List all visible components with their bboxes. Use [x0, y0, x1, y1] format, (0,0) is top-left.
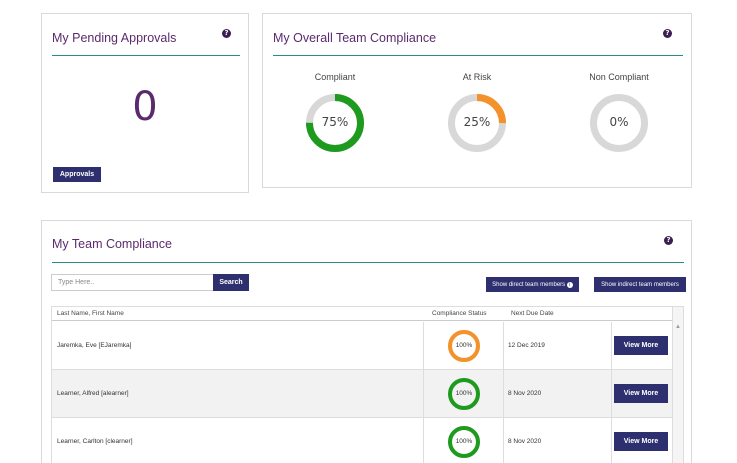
table-row: Jaremka, Eve [EJaremka] 100% 12 Dec 2019…: [52, 322, 673, 370]
column-divider: [503, 370, 504, 418]
status-ring-arc: [448, 378, 480, 410]
title-divider: [52, 262, 684, 263]
column-divider: [423, 418, 424, 463]
column-header-due-date[interactable]: Next Due Date: [511, 310, 554, 317]
at-risk-ring: [448, 94, 506, 152]
at-risk-label: At Risk: [462, 72, 492, 82]
search-input[interactable]: [51, 274, 214, 291]
table-row: Learner, Alfred [alearner] 100% 8 Nov 20…: [52, 370, 673, 418]
view-more-button[interactable]: View More: [614, 384, 668, 403]
view-more-button[interactable]: View More: [614, 432, 668, 451]
info-icon: i: [566, 281, 573, 288]
status-value: 100%: [455, 390, 473, 397]
non-compliant-ring: [590, 94, 648, 152]
pending-approvals-title: My Pending Approvals: [52, 31, 177, 45]
non-compliant-label: Non Compliant: [589, 72, 649, 82]
non-compliant-ring-track: [590, 94, 648, 152]
compliant-ring: [306, 94, 364, 152]
status-value: 100%: [455, 342, 473, 349]
member-name: Jaremka, Eve [EJaremka]: [57, 342, 132, 349]
column-divider: [611, 322, 612, 370]
status-ring: [448, 426, 480, 458]
member-name: Learner, Carlton [clearner]: [57, 438, 133, 445]
pending-approvals-count: 0: [132, 84, 158, 130]
member-name: Learner, Alfred [alearner]: [57, 390, 129, 397]
column-header-status[interactable]: Compliance Status: [432, 310, 487, 317]
help-icon[interactable]: ?: [663, 29, 672, 38]
table-header: [52, 307, 683, 321]
at-risk-ring-arc: [448, 94, 506, 152]
column-divider: [423, 370, 424, 418]
approvals-button[interactable]: Approvals: [53, 167, 101, 182]
column-divider: [423, 322, 424, 370]
next-due-date: 8 Nov 2020: [508, 438, 542, 445]
title-divider: [52, 55, 240, 56]
show-direct-label: Show direct team members: [492, 281, 566, 288]
compliant-ring-arc: [306, 94, 364, 152]
table-row: Learner, Carlton [clearner] 100% 8 Nov 2…: [52, 418, 673, 463]
status-ring-arc: [448, 330, 480, 362]
status-value: 100%: [455, 438, 473, 445]
column-divider: [503, 418, 504, 463]
overall-team-compliance-card: My Overall Team Compliance ? Compliant A…: [262, 13, 692, 188]
show-direct-team-members-button[interactable]: Show direct team members i: [486, 277, 579, 292]
column-header-name[interactable]: Last Name, First Name: [57, 310, 124, 317]
next-due-date: 8 Nov 2020: [508, 390, 542, 397]
team-compliance-card: My Team Compliance ? Search Show direct …: [41, 220, 692, 463]
title-divider: [273, 55, 683, 56]
pending-approvals-card: My Pending Approvals ? 0 Approvals: [41, 13, 249, 193]
next-due-date: 12 Dec 2019: [508, 342, 545, 349]
compliant-value: 75%: [321, 115, 349, 129]
status-ring-arc: [448, 426, 480, 458]
non-compliant-value: 0%: [609, 115, 629, 129]
status-ring: [448, 330, 480, 362]
show-indirect-team-members-button[interactable]: Show indirect team members: [594, 277, 686, 292]
team-compliance-table: Last Name, First Name Compliance Status …: [51, 306, 684, 463]
column-divider: [611, 370, 612, 418]
status-ring: [448, 378, 480, 410]
column-divider: [503, 322, 504, 370]
column-divider: [611, 418, 612, 463]
table-scrollbar[interactable]: ▲: [672, 307, 683, 463]
at-risk-value: 25%: [463, 115, 491, 129]
search-button[interactable]: Search: [213, 274, 249, 291]
view-more-button[interactable]: View More: [614, 336, 668, 355]
help-icon[interactable]: ?: [222, 29, 231, 38]
team-compliance-title: My Team Compliance: [52, 237, 172, 251]
compliant-label: Compliant: [314, 72, 356, 82]
help-icon[interactable]: ?: [664, 236, 673, 245]
scroll-up-arrow-icon[interactable]: ▲: [675, 324, 681, 330]
overall-compliance-title: My Overall Team Compliance: [273, 31, 437, 45]
